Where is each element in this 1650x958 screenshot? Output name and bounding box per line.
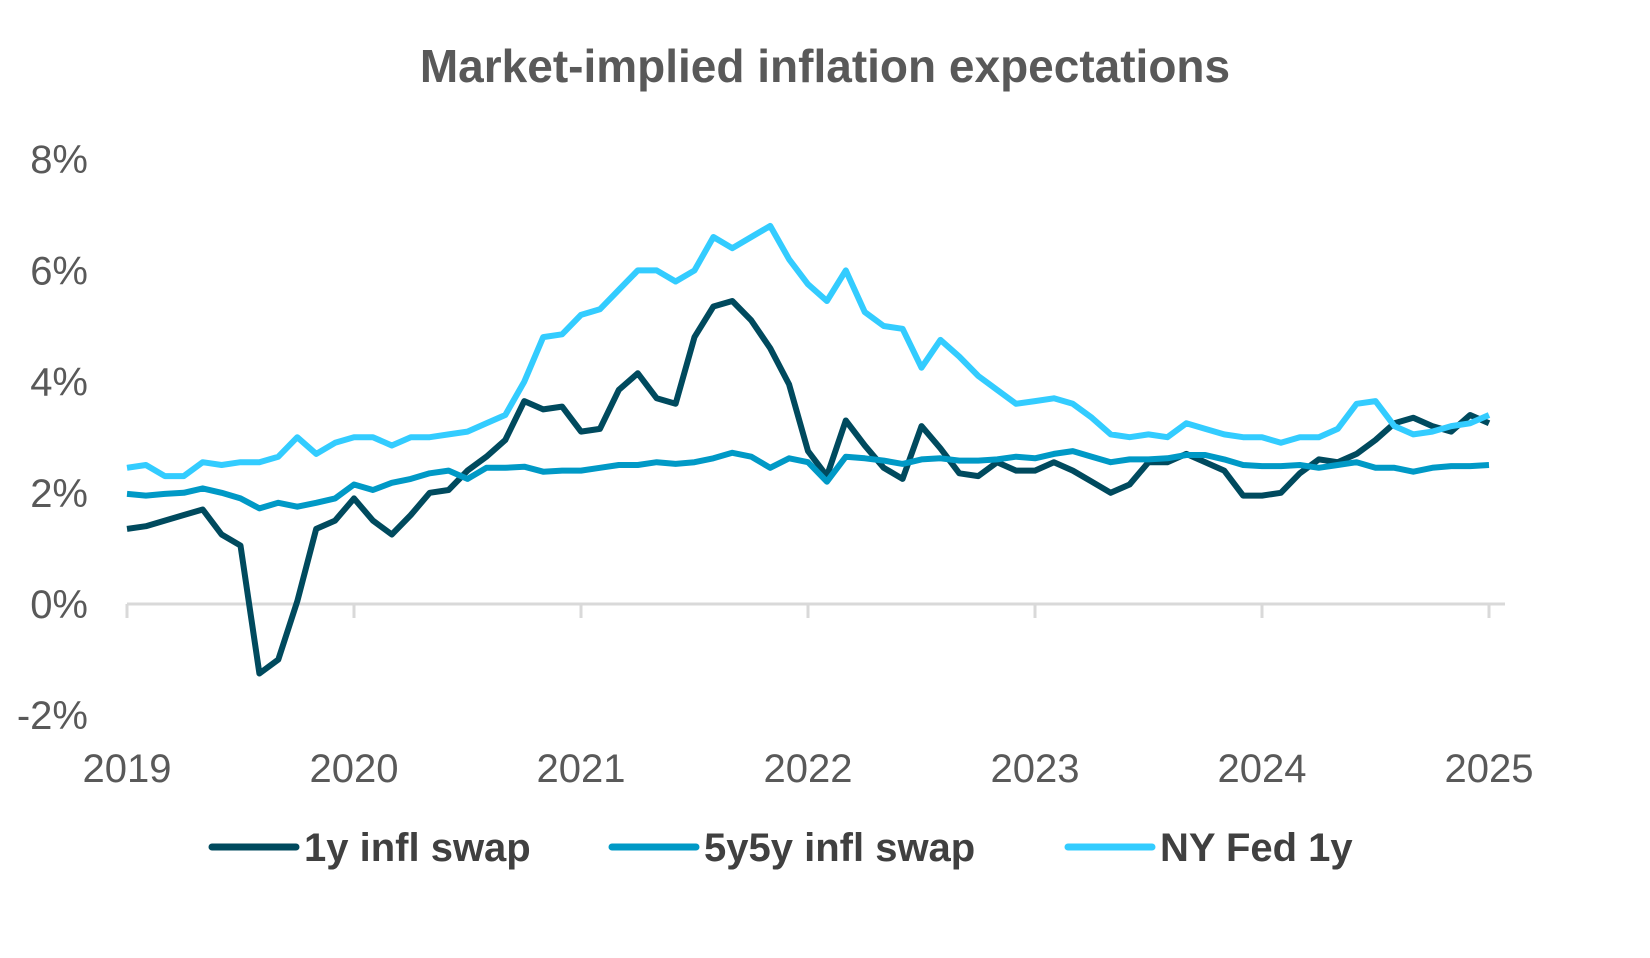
legend: 1y infl swap 5y5y infl swap NY Fed 1y xyxy=(208,826,1353,870)
y-tick-label: 8% xyxy=(30,138,88,182)
series-line-0 xyxy=(126,298,1491,677)
y-tick-label: -2% xyxy=(17,694,88,738)
x-tick-label: 2020 xyxy=(310,747,399,791)
legend-label: NY Fed 1y xyxy=(1160,826,1353,870)
chart-title: Market-implied inflation expectations xyxy=(420,40,1230,92)
y-tick-label: 4% xyxy=(30,361,88,405)
y-tick-label: 2% xyxy=(30,472,88,516)
x-tick-label: 2023 xyxy=(991,747,1080,791)
x-tick-label: 2021 xyxy=(537,747,626,791)
y-axis-ticks: -2% 0% 2% 4% 6% 8% xyxy=(17,138,88,738)
y-tick-label: 0% xyxy=(30,583,88,627)
y-tick-label: 6% xyxy=(30,249,88,293)
series-line-2 xyxy=(126,222,1491,480)
x-tick-label: 2024 xyxy=(1218,747,1307,791)
series-line-1 xyxy=(126,448,1490,512)
legend-label: 1y infl swap xyxy=(304,826,531,870)
x-tick-label: 2019 xyxy=(83,747,172,791)
series-lines xyxy=(126,222,1491,677)
legend-label: 5y5y infl swap xyxy=(704,826,975,870)
x-tick-label: 2022 xyxy=(764,747,853,791)
x-tick-label: 2025 xyxy=(1445,747,1534,791)
x-axis: 2019 2020 2021 2022 2023 2024 2025 xyxy=(83,602,1534,791)
